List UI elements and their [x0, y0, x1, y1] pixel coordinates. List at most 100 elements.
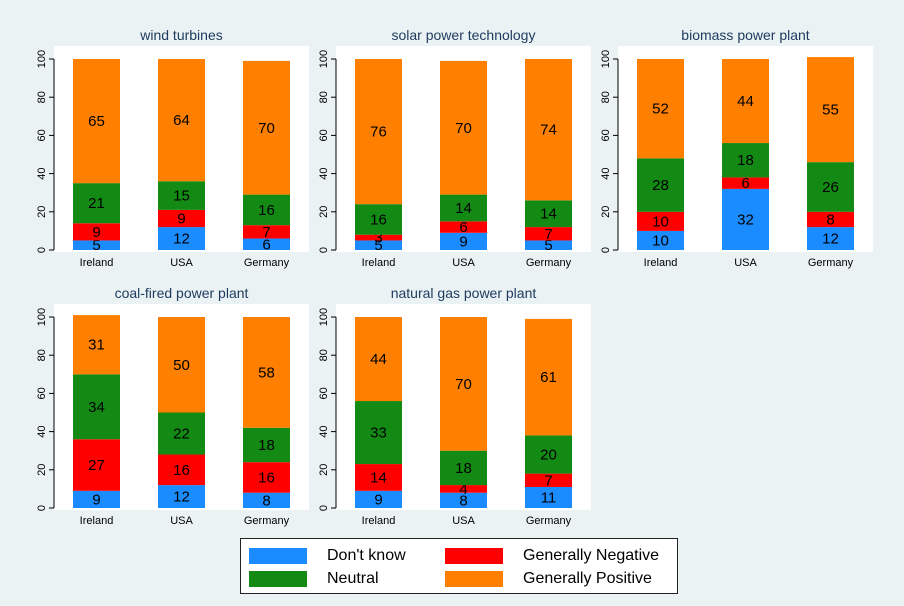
bar-segment: [440, 317, 487, 451]
y-tick-label: 40: [318, 167, 330, 179]
x-tick-label: Germany: [244, 257, 290, 269]
data-label: 18: [258, 437, 275, 454]
chart-title: natural gas power plant: [391, 285, 537, 301]
data-label: 20: [540, 447, 557, 464]
bar-segment: [355, 490, 402, 508]
bar-segment: [73, 240, 120, 250]
data-label: 26: [822, 179, 839, 196]
bar-segment: [525, 227, 572, 241]
y-tick-label: 20: [36, 206, 48, 218]
y-tick-label: 100: [318, 308, 330, 326]
data-label: 8: [459, 492, 467, 509]
chart-title: solar power technology: [392, 27, 536, 43]
y-tick-label: 80: [318, 91, 330, 103]
bar-segment: [807, 227, 854, 250]
data-label: 52: [652, 101, 669, 118]
data-label: 74: [540, 122, 557, 139]
bar-segment: [73, 374, 120, 440]
chart-panel: biomass power plant 0 20 40 60 80 100 10 10 28 52 I…: [600, 27, 873, 269]
x-tick-label: USA: [734, 257, 757, 269]
legend-label: Don't know: [327, 547, 406, 564]
data-label: 28: [652, 177, 669, 194]
bar-segment: [158, 485, 205, 508]
y-tick-label: 60: [36, 387, 48, 399]
chart-panel: solar power technology020406080100531676…: [318, 27, 591, 269]
data-label: 11: [541, 489, 557, 506]
x-tick-label: Ireland: [362, 515, 396, 527]
data-label: 6: [741, 175, 749, 192]
data-label: 58: [258, 364, 275, 381]
y-tick-label: 40: [318, 425, 330, 437]
data-label: 9: [177, 210, 185, 227]
legend-item-dont-know: Don't know: [249, 546, 406, 566]
y-tick-label: 60: [318, 387, 330, 399]
legend-item-neutral: Neutral: [249, 569, 379, 589]
data-label: 21: [88, 195, 105, 212]
data-label: 70: [455, 120, 472, 137]
y-tick-label: 100: [36, 50, 48, 68]
bar-segment: [158, 454, 205, 486]
data-label: 65: [88, 113, 105, 130]
bar-segment: [158, 412, 205, 455]
bar-segment: [158, 181, 205, 210]
bar-segment: [243, 462, 290, 493]
y-tick-label: 80: [318, 349, 330, 361]
x-tick-label: USA: [170, 515, 193, 527]
y-tick-label: 0: [318, 247, 330, 253]
y-tick-label: 60: [600, 129, 612, 141]
y-tick-label: 100: [318, 50, 330, 68]
data-label: 32: [737, 211, 754, 228]
data-label: 12: [173, 231, 190, 248]
bar-segment: [243, 492, 290, 508]
data-label: 14: [370, 469, 387, 486]
bar-segment: [73, 223, 120, 241]
x-tick-label: USA: [170, 257, 193, 269]
bar-segment: [440, 492, 487, 508]
data-label: 8: [826, 211, 834, 228]
bar-segment: [722, 177, 769, 189]
legend-label: Generally Positive: [523, 570, 652, 587]
bar-segment: [525, 200, 572, 228]
bar-segment: [73, 439, 120, 491]
bar-segment: [355, 59, 402, 205]
bar-segment: [807, 57, 854, 163]
bar-segment: [243, 60, 290, 195]
data-label: 3: [374, 230, 382, 247]
y-tick-label: 40: [600, 167, 612, 179]
data-label: 16: [173, 462, 190, 479]
bar-segment: [440, 60, 487, 195]
data-label: 10: [652, 232, 669, 249]
data-label: 44: [737, 93, 754, 110]
bar-segment: [355, 204, 402, 235]
y-tick-label: 0: [36, 247, 48, 253]
chart-title: biomass power plant: [681, 27, 810, 43]
bar-segment: [243, 238, 290, 250]
x-tick-label: USA: [452, 257, 475, 269]
bar-segment: [355, 234, 402, 241]
data-label: 22: [173, 426, 190, 443]
x-tick-label: Germany: [244, 515, 290, 527]
y-tick-label: 20: [600, 206, 612, 218]
data-label: 50: [173, 357, 190, 374]
data-label: 61: [540, 369, 557, 386]
legend-swatch: [249, 548, 307, 564]
y-tick-label: 60: [318, 129, 330, 141]
bar-segment: [637, 158, 684, 212]
legend-swatch: [445, 571, 503, 587]
x-tick-label: Germany: [808, 257, 854, 269]
data-label: 33: [370, 425, 387, 442]
chart-panel: wind turbines020406080100592165Ireland12…: [36, 27, 309, 269]
chart-panel: coal-fired power plant 0 20 40 60 80 100 9 27 34 3…: [36, 285, 309, 527]
y-tick-label: 20: [318, 206, 330, 218]
data-label: 70: [455, 376, 472, 393]
bar-segment: [637, 230, 684, 250]
data-label: 12: [822, 231, 839, 248]
data-label: 9: [459, 233, 467, 250]
legend-label: Neutral: [327, 570, 379, 587]
x-tick-label: Ireland: [80, 515, 114, 527]
legend-swatch: [249, 571, 307, 587]
data-label: 9: [92, 491, 100, 508]
bar-segment: [525, 486, 572, 508]
legend: Don't know Generally Negative Neutral Ge…: [240, 538, 678, 594]
bar-segment: [525, 318, 572, 436]
